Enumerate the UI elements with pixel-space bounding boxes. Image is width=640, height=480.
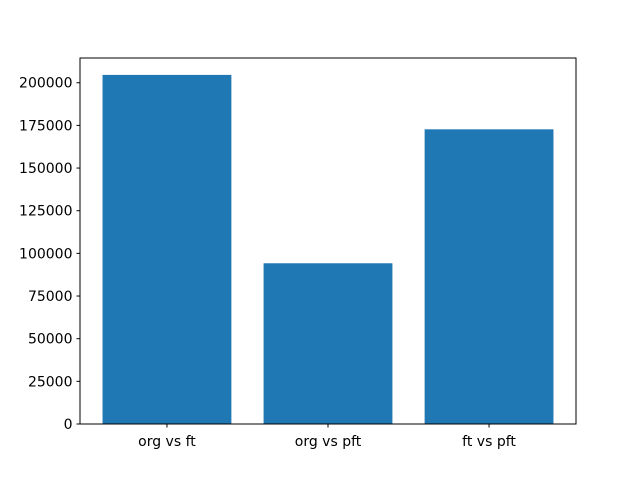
y-tick-label: 0 [64,417,73,433]
y-tick-label: 150000 [19,161,72,177]
y-tick-label: 75000 [28,289,73,305]
y-tick-label: 175000 [19,118,72,134]
bar-ft-vs-pft [424,129,554,425]
x-tick-label-ft-vs-pft: ft vs pft [462,434,516,450]
y-tick-label: 125000 [19,204,72,220]
x-tick-label-org-vs-ft: org vs ft [138,434,196,450]
y-tick-label: 100000 [19,246,72,262]
bar-org-vs-ft [102,74,232,425]
y-tick-label: 200000 [19,76,72,92]
x-tick-label-org-vs-pft: org vs pft [295,434,362,450]
y-tick-label: 50000 [28,332,73,348]
bar-org-vs-pft [263,263,393,424]
y-tick-label: 25000 [28,374,73,390]
